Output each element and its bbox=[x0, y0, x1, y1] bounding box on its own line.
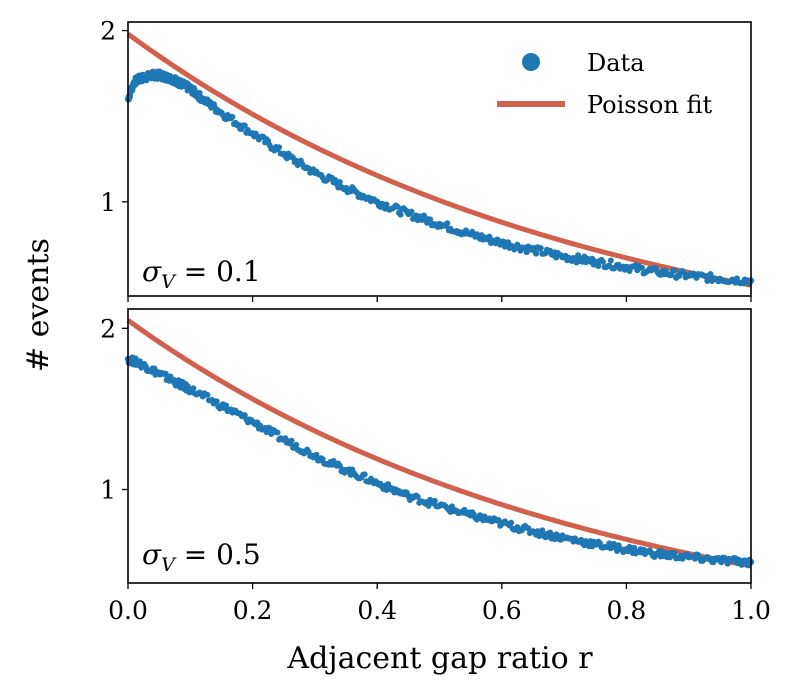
bottom-data-point bbox=[403, 489, 410, 496]
bottom-data-point bbox=[162, 370, 169, 377]
bottom-data-point bbox=[293, 441, 300, 448]
bottom-ytick-label: 2 bbox=[100, 314, 116, 343]
bottom-xtick-label: 0.4 bbox=[357, 596, 397, 625]
bottom-data-point bbox=[431, 497, 438, 504]
top-data-point bbox=[394, 203, 401, 210]
bottom-data-point bbox=[190, 385, 197, 392]
top-data-point bbox=[671, 267, 678, 274]
x-axis-label: Adjacent gap ratio r bbox=[286, 641, 593, 676]
bottom-data-point bbox=[631, 544, 638, 551]
bottom-data-point bbox=[319, 456, 326, 463]
bottom-data-point bbox=[715, 554, 722, 561]
y-axis-label: # events bbox=[21, 238, 56, 372]
bottom-panel-annotation: σV = 0.5 bbox=[142, 538, 261, 576]
top-panel-annotation: σV = 0.1 bbox=[142, 255, 261, 293]
top-panel-frame bbox=[127, 21, 752, 297]
top-annotation-rest: = 0.1 bbox=[175, 255, 261, 288]
bottom-xtick-label: 1.0 bbox=[731, 596, 771, 625]
legend: Data Poisson fit bbox=[497, 49, 712, 119]
top-panel-data-layer bbox=[124, 68, 755, 287]
bottom-data-point bbox=[589, 543, 596, 550]
bottom-xtick-label: 0.2 bbox=[233, 596, 273, 625]
top-data-point bbox=[704, 278, 711, 285]
top-data-point bbox=[276, 144, 283, 151]
bottom-data-point bbox=[414, 493, 421, 500]
bottom-data-point bbox=[718, 559, 725, 566]
top-panel-fit-layer bbox=[126, 31, 752, 288]
bottom-data-point bbox=[744, 562, 751, 569]
top-data-point bbox=[533, 250, 540, 257]
bottom-panel-data-layer bbox=[124, 354, 755, 569]
top-panel-ticks: 12 bbox=[100, 17, 752, 302]
bottom-data-point bbox=[539, 527, 546, 534]
top-data-point bbox=[383, 201, 390, 208]
top-data-point bbox=[589, 255, 596, 262]
bottom-panel-fit-layer bbox=[126, 318, 752, 569]
top-data-point bbox=[573, 259, 580, 266]
top-data-point bbox=[638, 264, 645, 271]
top-data-point bbox=[229, 113, 236, 120]
legend-data-marker bbox=[522, 53, 540, 71]
top-data-point bbox=[607, 257, 614, 264]
bottom-xtick-label: 0.6 bbox=[482, 596, 522, 625]
bottom-fit-line bbox=[126, 318, 752, 569]
top-data-point bbox=[241, 122, 248, 129]
bottom-data-point bbox=[204, 391, 211, 398]
bottom-data-point bbox=[495, 517, 502, 524]
top-data-point bbox=[668, 272, 675, 279]
bottom-data-point bbox=[508, 519, 515, 526]
bottom-data-point bbox=[274, 429, 281, 436]
top-ytick-label: 2 bbox=[100, 17, 116, 46]
bottom-data-point bbox=[216, 405, 223, 412]
bottom-data-point bbox=[671, 549, 678, 556]
bottom-annotation-symbol: σ bbox=[142, 538, 162, 571]
top-ytick-label: 1 bbox=[100, 188, 116, 217]
bottom-panel-frame bbox=[127, 308, 752, 584]
top-annotation-sub: V bbox=[161, 271, 177, 293]
top-data-point bbox=[595, 263, 602, 270]
bottom-xtick-label: 0.8 bbox=[607, 596, 647, 625]
top-data-point bbox=[372, 198, 379, 205]
top-data-point bbox=[537, 245, 544, 252]
top-fit-line bbox=[126, 31, 752, 288]
legend-data-label: Data bbox=[587, 49, 645, 77]
bottom-annotation-sub: V bbox=[161, 554, 177, 576]
top-panel: 12 σV = 0.1 Data Poisson fit bbox=[100, 17, 755, 302]
bottom-annotation-rest: = 0.5 bbox=[175, 538, 261, 571]
legend-fit-label: Poisson fit bbox=[587, 91, 712, 119]
top-data-point bbox=[444, 220, 451, 227]
bottom-panel-ticks: 1 2 0.0 0.2 0.4 0.6 0.8 1.0 bbox=[100, 314, 771, 625]
bottom-ytick-label: 1 bbox=[100, 476, 116, 505]
bottom-data-point bbox=[223, 402, 230, 409]
bottom-panel: 1 2 0.0 0.2 0.4 0.6 0.8 1.0 σV = 0.5 bbox=[100, 308, 771, 625]
bottom-data-point bbox=[288, 437, 295, 444]
top-data-point bbox=[600, 258, 607, 265]
bottom-data-point bbox=[313, 451, 320, 458]
top-data-point bbox=[652, 265, 659, 272]
top-annotation-symbol: σ bbox=[142, 255, 162, 288]
top-data-point bbox=[707, 271, 714, 278]
top-data-point bbox=[408, 208, 415, 215]
top-data-point bbox=[397, 211, 404, 218]
bottom-data-point bbox=[361, 471, 368, 478]
top-data-point bbox=[427, 216, 434, 223]
bottom-xtick-label: 0.0 bbox=[108, 596, 148, 625]
top-data-point bbox=[336, 179, 343, 186]
bottom-data-point bbox=[213, 398, 220, 405]
